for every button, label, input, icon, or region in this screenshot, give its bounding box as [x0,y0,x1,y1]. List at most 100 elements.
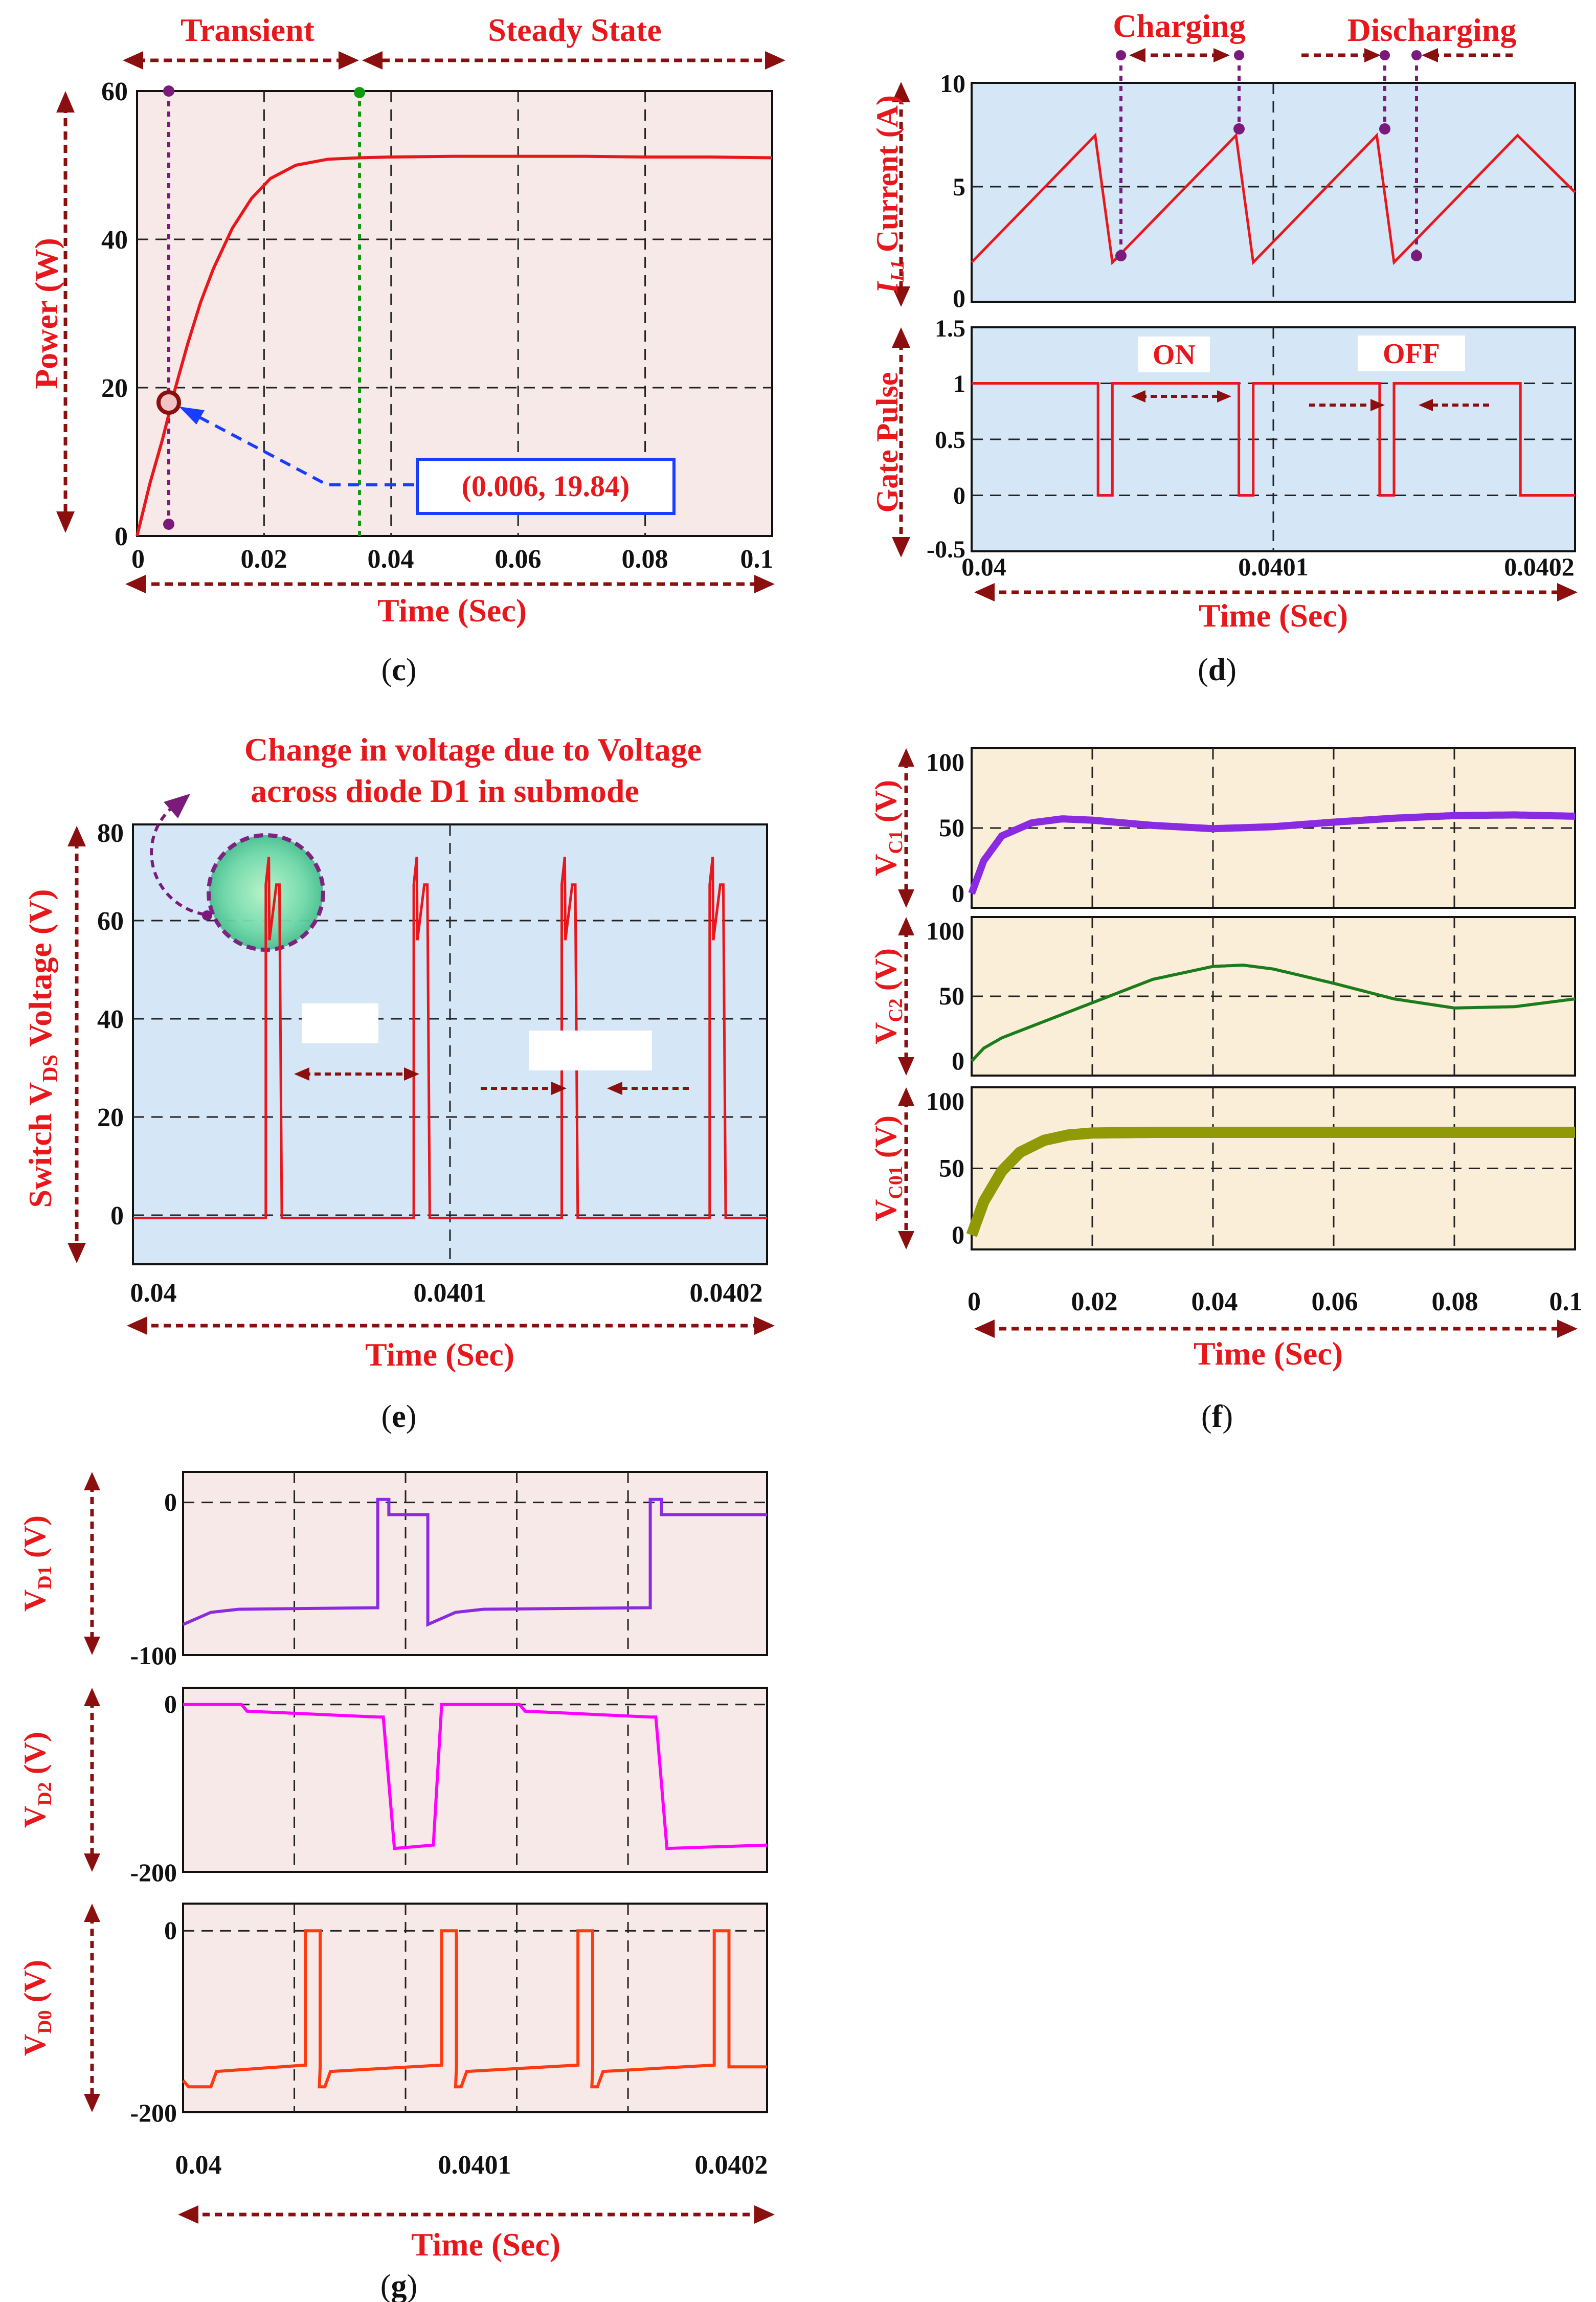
panel-f-xtick-labels: 0 0.02 0.04 0.06 0.08 0.1 [968,1287,1583,1316]
panel-g-subplot-grid [183,1904,767,2112]
panel-f-xtick-3: 0.06 [1312,1287,1358,1316]
panel-f-subplot-ylabel: VC2 (V) [869,948,907,1044]
panel-c-steady-label: Steady State [488,12,662,48]
panel-c-xtick-0: 0 [131,545,145,574]
panel-f-xtick-2: 0.04 [1192,1287,1238,1316]
panel-f-xlabel: Time (Sec) [1194,1335,1343,1372]
panel-g-subplot-bg [182,1903,768,2113]
panel-d-xlabel: Time (Sec) [1199,597,1348,634]
panel-c-xtick-4: 0.08 [622,545,668,574]
panel-f-subplot-ytick: 100 [926,917,964,945]
panel-f-xtick-0: 0 [968,1287,981,1316]
panel-c-callout-text: (0.006, 19.84) [462,470,630,503]
panel-c: 0 20 40 60 0 0.02 0.04 0.06 0.08 0.1 (0.… [28,12,785,687]
panel-e-grid [133,824,767,1264]
panel-e-annotation-arrowhead [164,794,190,818]
panel-d-gate-yaxis-arrow [892,327,910,557]
panel-d: 0 5 10 Charging Dischargi [870,8,1578,687]
panel-g-subplot-2: 0 -200 VD2 (V) [18,1687,768,1887]
panel-d-discharging-label: Discharging [1347,12,1517,48]
panel-f-xtick-1: 0.02 [1071,1287,1118,1316]
panel-g-subplot-line [182,1498,767,1627]
panel-c-ytick-labels: 0 20 40 60 [101,77,128,551]
panel-e-xtick-labels: 0.04 0.0401 0.0402 [130,1279,763,1308]
panel-f-subplot-ytick: 0 [952,879,964,907]
panel-g-xlabel: Time (Sec) [411,2226,560,2263]
panel-f-subplot-yticks: 0 50 100 [926,1087,964,1249]
panel-e-ytick-labels: 0 20 40 60 80 [97,819,124,1231]
panel-g-subplot-ylabel: VD2 (V) [18,1732,56,1828]
panel-e-xtick-0: 0.04 [130,1279,177,1308]
panel-c-transient-marker-top [163,85,174,97]
panel-g-subplot-1: 0 -100 VD1 (V) [18,1471,768,1670]
panel-g-subplot-yticks: 0 -200 [130,1916,177,2127]
panel-d-current-ytick-2: 10 [940,69,965,98]
panel-c-power-line [136,154,773,537]
panel-d-on-arrow [1131,390,1231,403]
panel-f-subplot-yaxis-arrow [898,917,914,1076]
panel-d-xaxis-arrow [974,583,1578,601]
panel-g-subplot-line [183,1703,768,1850]
panel-d-current-plot-bg [971,82,1576,303]
panel-f-subplot-line [970,963,1576,1063]
panel-e-ytick-2: 40 [97,1005,124,1034]
panel-e-yaxis-arrow [68,826,86,1263]
panel-f-subplot-ytick: 50 [939,981,964,1010]
panel-e-xtick-2: 0.0402 [690,1279,763,1308]
panel-g-subplot-yaxis-arrow [84,1472,100,1655]
panel-c-transient-marker-bottom [163,519,174,530]
panel-g-subplot-yticks: 0 -200 [130,1690,177,1887]
panel-g-xtick-1: 0.0401 [438,2151,511,2180]
panel-d-gate-ytick-3: 1 [953,370,965,397]
panel-c-yaxis-arrow [56,91,75,533]
panel-d-gate-ytick-labels: -0.5 0 0.5 1 1.5 [927,315,965,563]
panel-c-steady-marker-top [354,87,365,98]
panel-d-current-line [971,132,1576,265]
panel-d-off-arrows [1309,399,1493,411]
panel-f-xtick-4: 0.08 [1432,1287,1478,1316]
panel-d-gate-ytick-4: 1.5 [935,315,965,342]
panel-d-gate-ylabel: Gate Pulse [870,372,904,513]
panel-d-charging-markers [1119,55,1418,256]
panel-g-caption: (g) [380,2269,417,2302]
panel-g-xtick-2: 0.0402 [695,2151,768,2180]
panel-g-subplot-ytick: -200 [130,1858,177,1887]
panel-c-xtick-1: 0.02 [241,545,287,574]
panel-e-xtick-1: 0.0401 [414,1279,487,1308]
panel-e-annotation-line2: across diode D1 in submode [251,773,639,809]
panel-g-xtick-labels: 0.04 0.0401 0.0402 [175,2151,768,2180]
panel-e-off-arrows [481,1082,693,1095]
panel-f-subplot-line [968,811,1576,895]
panel-f-subplot-yaxis-arrow [898,1087,914,1249]
panel-c-ylabel: Power (W) [28,238,64,389]
panel-g-subplot-ytick: -100 [130,1641,177,1670]
panel-f-subplot-ytick: 50 [939,813,964,842]
panel-f-subplot-yticks: 0 50 100 [926,748,964,907]
panel-c-xtick-5: 0.1 [740,545,774,574]
panel-c-callout-arrow [183,408,414,486]
panel-g: 0 -100 VD1 (V) 0 -200 VD2 (V) 0 -200 VD0 (V) 0.0… [18,1471,775,2302]
panel-e-ytick-1: 20 [97,1103,124,1132]
panel-d-discharging-arrow [1301,48,1514,62]
panel-g-subplot-yaxis-arrow [84,1688,100,1872]
panel-f-subplot-2: 0 50 100 VC2 (V) [869,916,1576,1077]
panel-e-ytick-4: 80 [97,819,124,848]
panel-c-ytick-2: 40 [101,226,128,255]
panel-c-xlabel: Time (Sec) [377,592,527,629]
panel-f-subplot-grid [972,917,1575,1076]
panel-f-subplot-ytick: 50 [939,1154,964,1182]
panel-d-caption: (d) [1198,653,1237,687]
panel-f-subplot-3: 0 50 100 VC01 (V) [869,1086,1576,1250]
panel-d-gate-xtick-1: 0.0401 [1238,552,1309,581]
panel-e-ylabel: Switch VDS Voltage (V) [22,889,62,1208]
panel-c-transient-label: Transient [181,12,315,48]
panel-c-caption: (c) [381,653,417,687]
panel-g-xaxis-arrow [178,2205,775,2224]
panel-f-subplot-ytick: 0 [952,1046,964,1075]
panel-g-subplots: 0 -100 VD1 (V) 0 -200 VD2 (V) 0 -200 VD0 (V) [18,1471,768,2127]
panel-g-subplot-ytick: 0 [164,1690,177,1718]
panel-d-gate-ytick-1: 0 [953,482,965,509]
panel-f-subplot-1: 0 50 100 VC1 (V) [869,747,1576,909]
panel-e-caption: (e) [381,1399,417,1434]
